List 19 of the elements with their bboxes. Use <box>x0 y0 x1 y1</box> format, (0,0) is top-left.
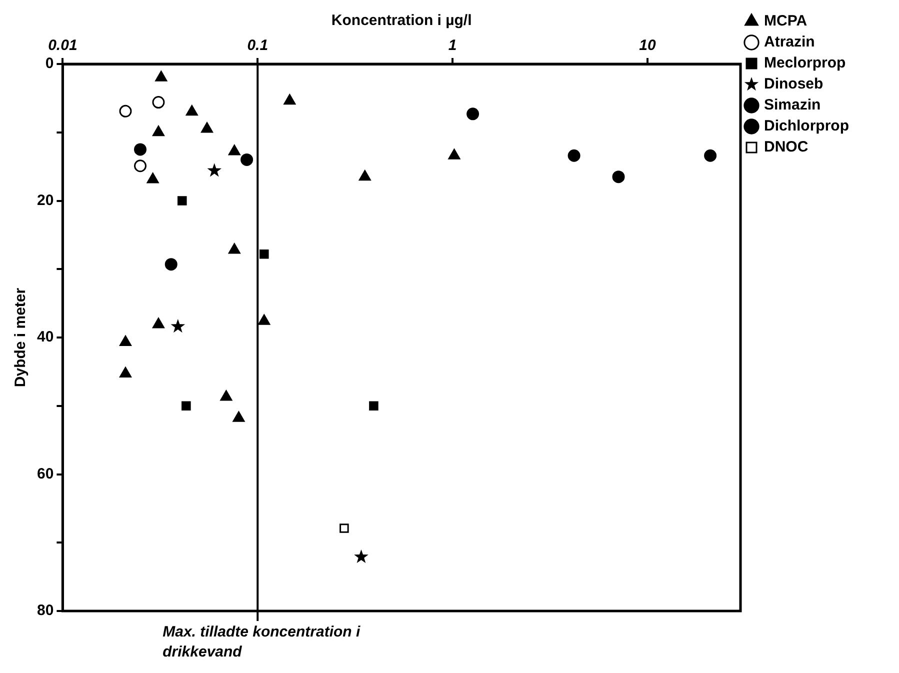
legend-label: Meclorprop <box>764 54 846 72</box>
x-tick-label: 0.1 <box>247 37 268 54</box>
legend-label: Dichlorprop <box>764 118 849 135</box>
x-tick-label: 0.01 <box>48 37 78 54</box>
x-tick-label: 1 <box>448 37 457 54</box>
legend-label: MCPA <box>764 12 808 30</box>
y-tick-label: 40 <box>36 328 54 346</box>
y-tick-label: 0 <box>45 55 54 72</box>
x-tick-label: 10 <box>639 37 656 54</box>
legend-label: Atrazin <box>764 34 815 51</box>
y-axis-title: Dybde i meter <box>12 288 30 388</box>
y-tick-label: 20 <box>36 192 54 209</box>
ref-line-label: Max. tilladte koncentration i drikkevand <box>162 624 361 661</box>
x-axis-title: Koncentration i µg/l <box>331 12 472 30</box>
legend-label: DNOC <box>764 138 808 156</box>
y-tick-label: 60 <box>36 465 54 482</box>
legend-label: Simazin <box>764 96 821 114</box>
y-tick-label: 80 <box>36 602 54 620</box>
legend-label: Dinoseb <box>764 76 824 93</box>
